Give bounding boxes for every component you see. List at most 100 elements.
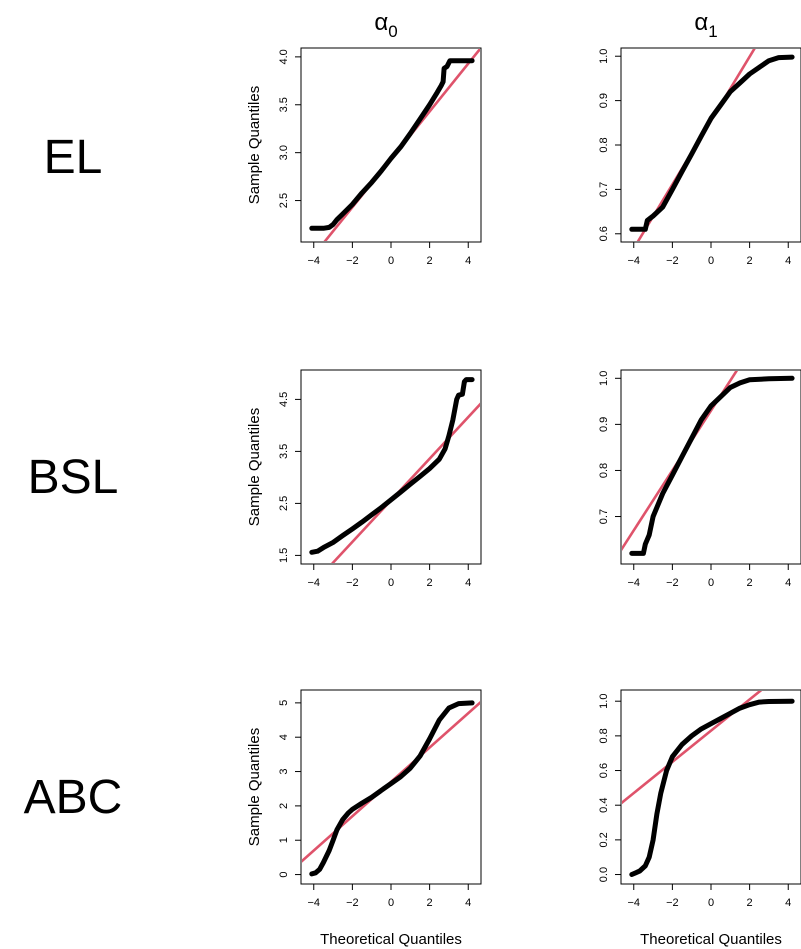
- qq-panel: −4 −2 0 2 4 2.5 3.0 3.5 4.0 Sample Quantiles: [246, 47, 482, 267]
- y-tick-label: 0.4: [598, 798, 610, 813]
- x-tick-label: 4: [465, 255, 471, 267]
- x-tick-label: −2: [346, 255, 359, 267]
- column-header-alpha1: α1: [694, 9, 717, 41]
- x-tick-label: 0: [708, 897, 714, 909]
- x-tick-label: 2: [747, 255, 753, 267]
- plot-frame: [300, 47, 482, 243]
- y-tick-label: 1.0: [598, 371, 610, 386]
- x-tick-label: −4: [307, 897, 320, 909]
- y-tick-label: 0.8: [598, 463, 610, 478]
- x-tick-label: 2: [747, 897, 753, 909]
- qq-panel: −4 −2 0 2 4 1.5 2.5 3.5 4.5 Sample Quantiles: [246, 369, 482, 589]
- row-label-abc: ABC: [24, 771, 123, 824]
- x-tick-label: −2: [666, 577, 679, 589]
- y-tick-label: 0.9: [598, 417, 610, 432]
- x-tick-label: −2: [346, 897, 359, 909]
- qq-sample-points: [309, 700, 475, 877]
- x-tick-label: 0: [708, 577, 714, 589]
- x-tick-label: 0: [388, 577, 394, 589]
- y-tick-label: 4.5: [278, 392, 290, 407]
- x-tick-label: 2: [427, 255, 433, 267]
- qq-panel: −4 −2 0 2 4 0.6 0.7 0.8 0.9 1.0: [598, 47, 801, 267]
- y-tick-label: 0: [278, 872, 290, 878]
- x-axis: −4 −2 0 2 4: [307, 884, 471, 909]
- x-tick-label: 0: [388, 255, 394, 267]
- row-label-el: EL: [44, 131, 103, 184]
- y-tick-label: 3.5: [278, 97, 290, 112]
- y-axis: 1.5 2.5 3.5 4.5: [278, 392, 301, 563]
- plot-frame: [620, 47, 801, 243]
- x-tick-label: −4: [307, 255, 320, 267]
- y-tick-label: 0.6: [598, 763, 610, 778]
- y-tick-label: 1.0: [598, 694, 610, 709]
- qq-panel: −4 −2 0 2 4 0.0 0.2 0.4 0.6 0.8 1.0 Theoretical Qua…: [598, 689, 801, 948]
- x-axis: −4 −2 0 2 4: [627, 564, 791, 589]
- qq-sample-points: [309, 58, 475, 231]
- qq-sample-points: [629, 54, 795, 232]
- x-axis: −4 −2 0 2 4: [307, 242, 471, 267]
- x-axis-title: Theoretical Quantiles: [640, 931, 782, 948]
- qq-reference-line: [636, 49, 756, 241]
- qq-sample-points: [629, 375, 795, 556]
- y-tick-label: 0.6: [598, 226, 610, 241]
- x-tick-label: 4: [785, 897, 791, 909]
- y-tick-label: 0.8: [598, 137, 610, 152]
- y-tick-label: 1: [278, 837, 290, 843]
- y-tick-label: 4: [278, 734, 290, 740]
- x-tick-label: −2: [666, 897, 679, 909]
- y-axis: 0.7 0.8 0.9 1.0: [598, 371, 621, 524]
- y-tick-label: 0.7: [598, 182, 610, 197]
- x-tick-label: 4: [785, 255, 791, 267]
- y-tick-label: 3.5: [278, 444, 290, 459]
- y-tick-label: 3: [278, 768, 290, 774]
- x-tick-label: −4: [627, 897, 640, 909]
- qq-reference-line: [622, 371, 739, 551]
- qq-sample-points: [629, 698, 795, 877]
- x-tick-label: −2: [346, 577, 359, 589]
- y-axis: 0 1 2 3 4 5: [278, 700, 301, 878]
- x-tick-label: 4: [465, 897, 471, 909]
- x-tick-label: 4: [785, 577, 791, 589]
- qq-reference-line: [622, 691, 763, 805]
- row-label-bsl: BSL: [28, 451, 119, 504]
- qq-panel: −4 −2 0 2 4 0.7 0.8 0.9 1.0: [598, 369, 801, 589]
- panels: −4 −2 0 2 4 2.5 3.0 3.5 4.0 Sample Quantiles −4 −2 0…: [246, 47, 801, 948]
- qq-sample-points: [309, 377, 475, 555]
- qq-panel: −4 −2 0 2 4 0 1 2 3 4 5 Sample Quantiles Theoretical…: [246, 689, 482, 948]
- x-tick-label: 0: [388, 897, 394, 909]
- x-tick-label: 0: [708, 255, 714, 267]
- y-axis: 2.5 3.0 3.5 4.0: [278, 49, 301, 208]
- y-tick-label: 0.2: [598, 832, 610, 847]
- y-axis-title: Sample Quantiles: [246, 728, 263, 846]
- x-tick-label: −2: [666, 255, 679, 267]
- x-tick-label: −4: [307, 577, 320, 589]
- y-tick-label: 1.5: [278, 548, 290, 563]
- y-tick-label: 1.0: [598, 49, 610, 64]
- y-tick-label: 2.5: [278, 193, 290, 208]
- x-tick-label: −4: [627, 577, 640, 589]
- x-tick-label: 4: [465, 577, 471, 589]
- x-tick-label: 2: [427, 577, 433, 589]
- x-tick-label: −4: [627, 255, 640, 267]
- x-tick-label: 2: [747, 577, 753, 589]
- y-tick-label: 0.9: [598, 93, 610, 108]
- y-tick-label: 0.7: [598, 509, 610, 524]
- y-tick-label: 0.8: [598, 728, 610, 743]
- y-axis: 0.0 0.2 0.4 0.6 0.8 1.0: [598, 694, 621, 882]
- plot-frame: [300, 369, 482, 565]
- y-tick-label: 4.0: [278, 49, 290, 64]
- y-axis-title: Sample Quantiles: [246, 408, 263, 526]
- y-tick-label: 5: [278, 700, 290, 706]
- y-axis: 0.6 0.7 0.8 0.9 1.0: [598, 49, 621, 241]
- column-header-alpha0: α0: [374, 9, 397, 41]
- y-axis-title: Sample Quantiles: [246, 86, 263, 204]
- y-tick-label: 0.0: [598, 867, 610, 882]
- x-axis: −4 −2 0 2 4: [627, 884, 791, 909]
- x-axis-title: Theoretical Quantiles: [320, 931, 462, 948]
- x-axis: −4 −2 0 2 4: [627, 242, 791, 267]
- x-axis: −4 −2 0 2 4: [307, 564, 471, 589]
- y-tick-label: 2: [278, 803, 290, 809]
- y-tick-label: 2.5: [278, 496, 290, 511]
- y-tick-label: 3.0: [278, 145, 290, 160]
